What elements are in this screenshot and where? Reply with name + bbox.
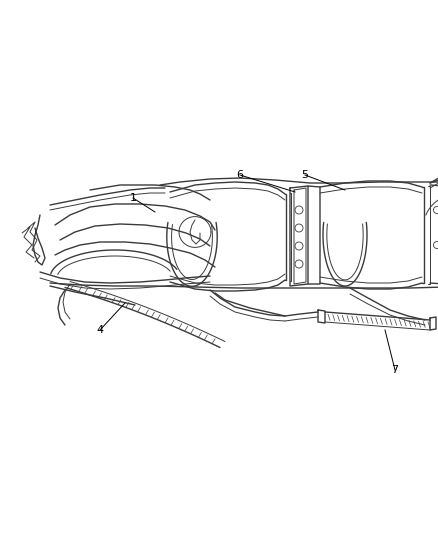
Text: 5: 5 — [301, 170, 308, 180]
Text: 4: 4 — [96, 325, 103, 335]
Text: 7: 7 — [392, 365, 399, 375]
Text: 1: 1 — [130, 193, 137, 203]
Text: 6: 6 — [237, 170, 244, 180]
